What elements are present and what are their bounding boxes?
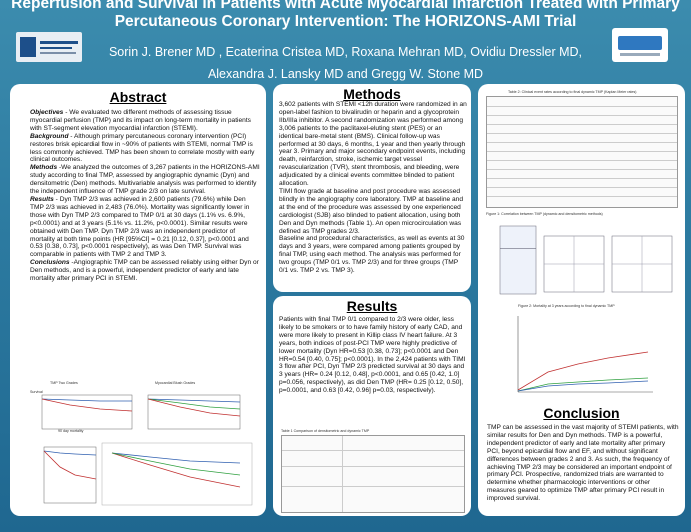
title-line: Reperfusion and Survival in Patients wit… (11, 0, 680, 12)
paragraph: TIMI flow grade at baseline and post pro… (279, 187, 464, 235)
paragraph-label: Objectives (30, 109, 64, 116)
abstract-text: Objectives - We evaluated two different … (30, 109, 260, 283)
abstract-panel: Abstract Objectives - We evaluated two d… (10, 84, 266, 516)
figure-drawing (517, 316, 653, 393)
figure-label: 90 day mortality (58, 429, 84, 433)
paragraph-text: - Dyn TMP 2/3 was achieved in 2,600 pati… (30, 195, 250, 259)
methods-panel: Methods 3,602 patients with STEMI <12h d… (273, 84, 471, 292)
paragraph-text: -We analyzed the outcomes of 3,267 patie… (30, 164, 260, 196)
paragraph: 3,602 patients with STEMI <12h duration … (279, 101, 467, 188)
table (281, 435, 465, 513)
table-caption: Table 1 Comparison of densitometric and … (281, 429, 370, 433)
paragraph: Baseline and procedural characteristics,… (279, 235, 465, 275)
heading: Abstract (109, 89, 167, 105)
title-line: Percutaneous Coronary Intervention: The … (114, 13, 577, 30)
authors: Sorin J. Brener MD , Ecaterina Cristea M… (108, 45, 583, 59)
figure-caption: Figure 1: Correlation between TMP (dynam… (486, 212, 603, 216)
abstract-figures: TMP Two Grades Myocardial Blush Grades S… (30, 381, 258, 513)
conclusion-text: TMP can be assessed in the vast majority… (487, 424, 679, 503)
heading: Conclusion (543, 405, 620, 421)
figure-label: Myocardial Blush Grades (155, 381, 196, 385)
figure-label: TMP Two Grades (50, 381, 78, 385)
paragraph: Background - Although primary percutaneo… (30, 133, 260, 165)
paragraph: Conclusions -Angiographic TMP can be ass… (30, 259, 260, 283)
figure-drawing (499, 225, 673, 295)
figure-caption: Figure 2: Mortality at 3 years according… (518, 304, 615, 308)
table (486, 96, 678, 208)
right-panel: Table 2: Clinical event rates according … (478, 84, 685, 516)
table-caption: Table 2: Clinical event rates according … (508, 90, 637, 94)
paragraph-label: Background (30, 132, 69, 140)
figure-label: Survival (30, 390, 43, 394)
heading: Results (346, 298, 398, 314)
paragraph-text: -Angiographic TMP can be assessed reliab… (30, 259, 259, 283)
methods-text: 3,602 patients with STEMI <12h duration … (279, 101, 467, 275)
paragraph: Results - Dyn TMP 2/3 was achieved in 2,… (30, 196, 260, 259)
logo-left (16, 32, 82, 62)
figure-drawing (41, 394, 253, 506)
paragraph-label: Results (30, 195, 54, 203)
paragraph-label: Conclusions (30, 259, 70, 267)
results-text: Patients with final TMP 0/1 compared to … (279, 316, 466, 395)
heading: Methods (343, 86, 401, 102)
paragraph: Objectives - We evaluated two different … (30, 109, 260, 133)
logo-right (612, 28, 668, 62)
paragraph: Methods -We analyzed the outcomes of 3,2… (30, 164, 260, 196)
results-panel: Results Patients with final TMP 0/1 comp… (273, 296, 471, 516)
paragraph-text: - We evaluated two different methods of … (30, 109, 251, 132)
authors: Alexandra J. Lansky MD and Gregg W. Ston… (207, 67, 484, 81)
paragraph-text: - Although primary percutaneous coronary… (30, 132, 255, 164)
paragraph-label: Methods (30, 164, 58, 172)
